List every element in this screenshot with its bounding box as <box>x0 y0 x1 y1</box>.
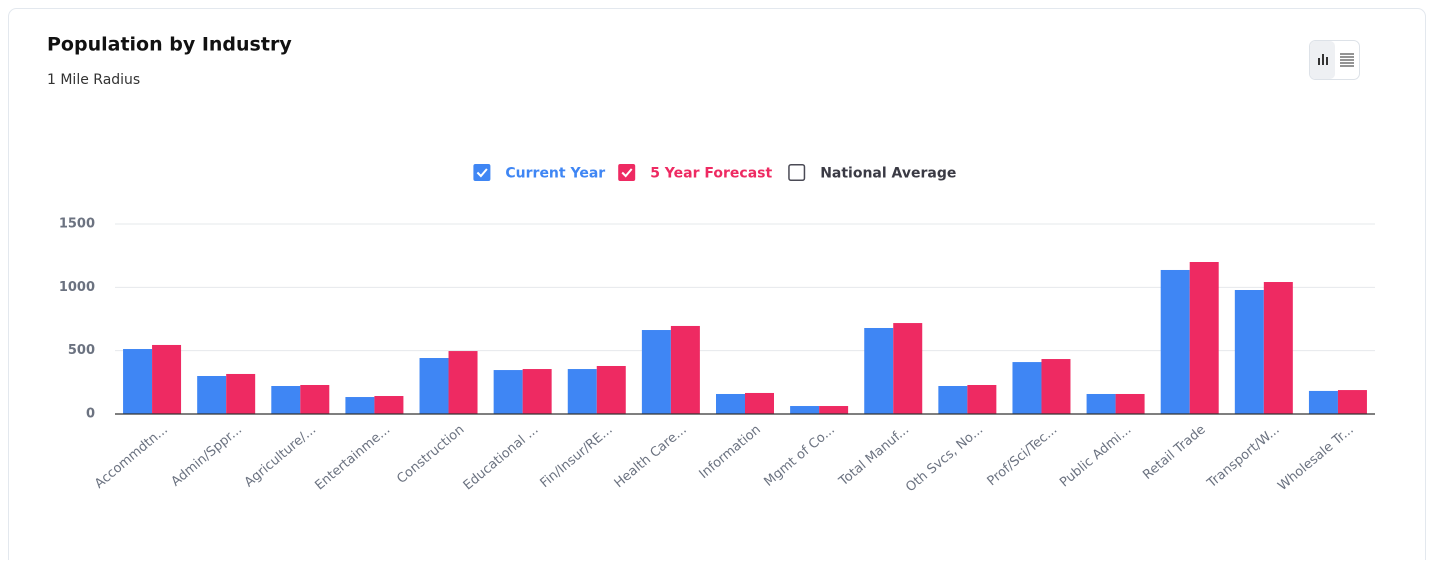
bar <box>864 327 894 414</box>
bar <box>670 325 700 414</box>
bar <box>1086 393 1116 414</box>
legend-label: National Average <box>820 166 956 182</box>
y-tick-label: 1000 <box>59 280 95 295</box>
bar <box>226 373 256 414</box>
legend-checkbox[interactable] <box>618 164 636 181</box>
card <box>8 8 1426 564</box>
bar <box>938 386 968 414</box>
bar <box>1115 393 1145 414</box>
bar <box>567 369 597 414</box>
bar <box>152 344 182 414</box>
bar <box>1012 362 1042 414</box>
bar <box>1041 359 1071 414</box>
bar <box>967 384 997 414</box>
legend-checkbox[interactable] <box>473 164 491 181</box>
bar <box>716 393 745 414</box>
check-mark <box>476 168 488 178</box>
bar <box>1337 390 1367 414</box>
icon <box>1318 58 1320 65</box>
view-toggle <box>1309 40 1360 80</box>
bar <box>1308 390 1338 414</box>
table-view-button[interactable] <box>1335 41 1359 79</box>
legend-label: 5 Year Forecast <box>650 166 772 182</box>
bar <box>271 386 301 414</box>
y-tick-label: 0 <box>86 407 95 422</box>
legend-label: Current Year <box>505 166 605 182</box>
y-tick-label: 1500 <box>59 217 95 232</box>
bar <box>893 323 923 414</box>
legend-checkbox[interactable] <box>788 164 806 181</box>
bar <box>1189 262 1219 414</box>
bar <box>374 396 404 414</box>
icon <box>1340 53 1354 67</box>
icon <box>1326 57 1328 65</box>
bar <box>419 358 449 414</box>
bar <box>745 392 774 414</box>
bar <box>1263 282 1293 414</box>
y-tick-label: 500 <box>68 343 95 358</box>
bar <box>641 330 671 414</box>
bar <box>819 406 849 414</box>
bar <box>197 376 227 414</box>
chart-view-button[interactable] <box>1310 41 1335 79</box>
icon <box>1322 54 1324 65</box>
bar <box>300 384 330 414</box>
bar <box>522 369 552 414</box>
bar <box>1234 289 1264 414</box>
bar <box>123 349 153 414</box>
bar <box>596 365 626 414</box>
check-mark <box>621 168 633 178</box>
bar <box>493 370 523 414</box>
bar <box>790 406 820 414</box>
chart-subtitle: 1 Mile Radius <box>47 72 140 88</box>
bar <box>345 397 375 414</box>
chart-title: Population by Industry <box>47 34 292 56</box>
bar <box>448 351 478 414</box>
bar <box>1160 269 1190 414</box>
